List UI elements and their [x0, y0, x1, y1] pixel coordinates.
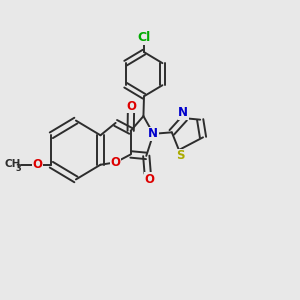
Text: N: N [178, 106, 188, 119]
Text: N: N [148, 127, 158, 140]
Text: O: O [144, 173, 154, 186]
Text: S: S [176, 149, 184, 162]
Text: Cl: Cl [137, 31, 151, 44]
Text: O: O [126, 100, 136, 112]
Text: 3: 3 [15, 164, 21, 173]
Text: O: O [32, 158, 42, 171]
Text: O: O [111, 156, 121, 169]
Text: CH: CH [4, 158, 20, 169]
